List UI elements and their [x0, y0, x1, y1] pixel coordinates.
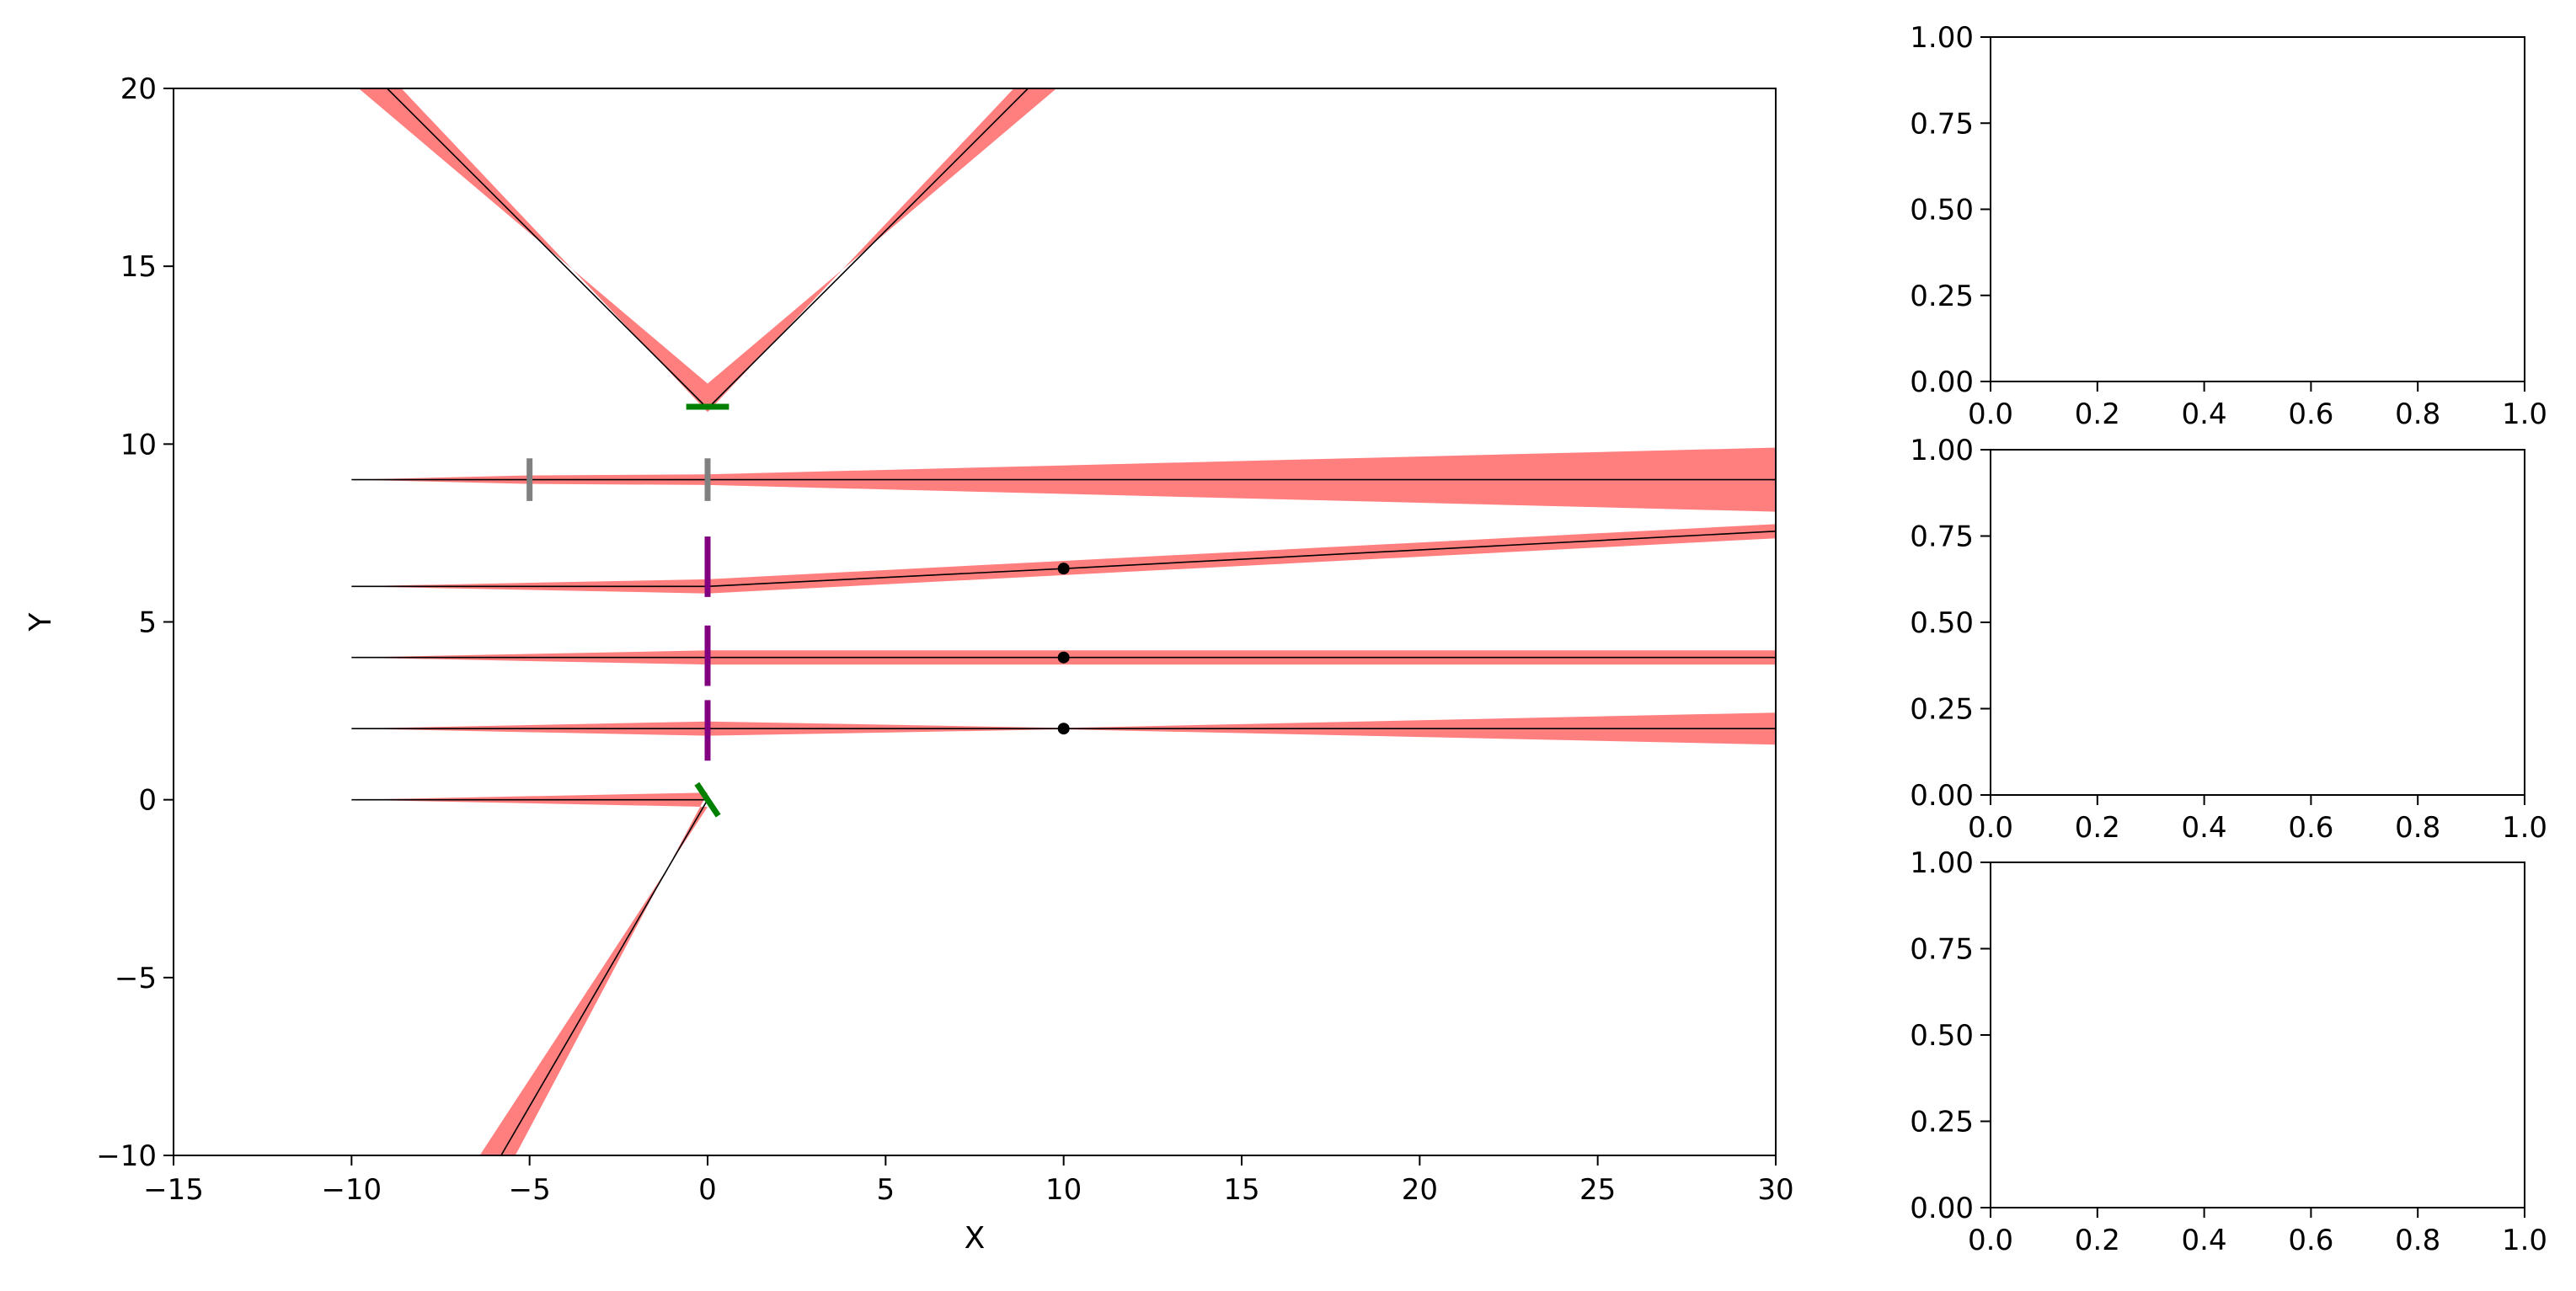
x-tick-label: 0.0 [1968, 397, 2013, 431]
side-axes: 0.0 0.2 0.4 0.6 0.8 1.00.000.250.500.751.000.… [1910, 21, 2547, 1257]
x-axis-label: X [965, 1221, 986, 1256]
y-tick-label: −10 [96, 1139, 157, 1173]
y-tick-label: 0.00 [1910, 779, 1974, 813]
y-tick-label: −5 [115, 962, 157, 995]
side-plot-frame [1990, 36, 2525, 382]
y-tick-label: 0.25 [1910, 693, 1974, 727]
side-axes-3: 0.0 0.2 0.4 0.6 0.8 1.0 0.00 0.25 0.50 0.75 1.00 [1910, 846, 2547, 1257]
x-tick-label: 15 [1223, 1173, 1259, 1207]
main-plot-frame [173, 88, 1777, 1156]
x-tick-label: 0.6 [2288, 1224, 2333, 1257]
x-tick-label: 0 [698, 1173, 717, 1207]
side-plot-frame [1990, 862, 2525, 1208]
y-tick-label: 5 [138, 606, 157, 640]
y-tick-label: 0.00 [1910, 1192, 1974, 1225]
x-tick-label: 10 [1045, 1173, 1082, 1207]
x-tick-label: 25 [1579, 1173, 1616, 1207]
beam-envelope-2 [351, 524, 1776, 594]
y-axis-label: Y [24, 612, 58, 632]
x-tick-label: −15 [143, 1173, 204, 1207]
x-tick-label: 0.2 [2075, 811, 2120, 845]
y-tick-label: 0.00 [1910, 365, 1974, 399]
x-tick-label: 0.4 [2182, 397, 2227, 431]
x-tick-label: 20 [1402, 1173, 1438, 1207]
focal-point-0 [1057, 563, 1070, 575]
y-tick-label: 1.00 [1910, 21, 1974, 55]
side-axes-2: 0.0 0.2 0.4 0.6 0.8 1.0 0.00 0.25 0.50 0.75 1.00 [1910, 434, 2547, 845]
y-tick-label: 0.25 [1910, 280, 1974, 313]
y-tick-label: 0.25 [1910, 1106, 1974, 1139]
x-axis-ticks: −15 −10 −5 0 5 10 15 20 25 30 [143, 1155, 1794, 1207]
x-tick-label: −10 [321, 1173, 382, 1207]
x-tick-label: 0.2 [2075, 1224, 2120, 1257]
side-axes-1: 0.0 0.2 0.4 0.6 0.8 1.0 0.00 0.25 0.50 0.75 1.00 [1910, 21, 2547, 431]
x-tick-label: 1.0 [2502, 397, 2547, 431]
y-tick-label: 20 [120, 72, 157, 106]
y-tick-label: 0.50 [1910, 1019, 1974, 1053]
beam-envelopes [351, 88, 1776, 1155]
y-tick-label: 10 [120, 428, 157, 461]
x-tick-label: 0.6 [2288, 397, 2333, 431]
y-tick-label: 0.75 [1910, 933, 1974, 967]
optical-elements [526, 403, 730, 818]
x-tick-label: −5 [509, 1173, 551, 1207]
y-tick-label: 1.00 [1910, 846, 1974, 880]
y-tick-label: 0.75 [1910, 107, 1974, 141]
y-tick-label: 0.75 [1910, 520, 1974, 554]
x-tick-label: 0.6 [2288, 811, 2333, 845]
focal-points [1057, 563, 1070, 735]
ray-lines [351, 88, 1776, 1155]
x-tick-label: 0.2 [2075, 397, 2120, 431]
beam-envelope-0 [358, 88, 1057, 413]
x-tick-label: 5 [877, 1173, 895, 1207]
x-tick-label: 0.8 [2395, 1224, 2440, 1257]
y-tick-label: 0 [138, 784, 157, 818]
x-tick-label: 0.8 [2395, 811, 2440, 845]
x-tick-label: 1.0 [2502, 1224, 2547, 1257]
x-tick-label: 0.4 [2182, 1224, 2227, 1257]
focal-point-2 [1057, 723, 1070, 735]
side-plot-frame [1990, 449, 2525, 796]
beam-envelope-5 [351, 792, 708, 1155]
x-tick-label: 0.8 [2395, 397, 2440, 431]
x-tick-label: 30 [1757, 1173, 1793, 1207]
y-tick-label: 0.50 [1910, 606, 1974, 640]
x-tick-label: 0.0 [1968, 811, 2013, 845]
y-tick-label: 1.00 [1910, 434, 1974, 467]
x-tick-label: 0.0 [1968, 1224, 2013, 1257]
x-tick-label: 1.0 [2502, 811, 2547, 845]
mirror-element-6 [694, 782, 721, 818]
y-tick-label: 0.50 [1910, 194, 1974, 227]
ray-line-2 [351, 531, 1776, 588]
y-axis-ticks: −10 −5 0 5 10 15 20 [96, 72, 174, 1173]
ray-line-0 [387, 88, 1029, 410]
y-tick-label: 15 [120, 250, 157, 284]
focal-point-1 [1057, 651, 1070, 664]
x-tick-label: 0.4 [2182, 811, 2227, 845]
